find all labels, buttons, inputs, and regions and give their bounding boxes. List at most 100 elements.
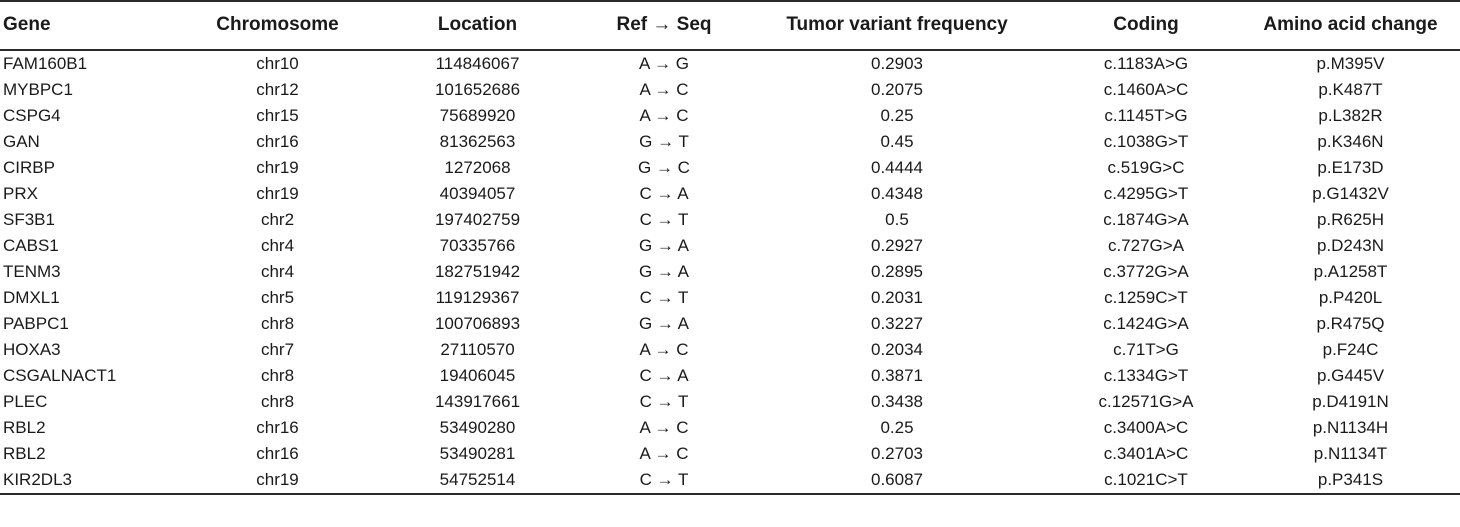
cell-amino-acid-change: p.D4191N xyxy=(1312,392,1389,411)
cell-tumor-variant-frequency: 0.4348 xyxy=(871,184,923,203)
cell-gene: FAM160B1 xyxy=(3,54,88,73)
header-tumor-variant-frequency: Tumor variant frequency xyxy=(743,0,1051,51)
cell-chromosome: chr2 xyxy=(260,210,295,229)
cell-location: 53490281 xyxy=(439,444,516,463)
cell-coding: c.519G>C xyxy=(1107,158,1185,177)
cell-chromosome: chr19 xyxy=(256,158,299,177)
header-coding: Coding xyxy=(1051,0,1241,51)
table-row: GAN chr16 81362563 G → T 0.45 c.1038G>T p.K346… xyxy=(0,129,1460,155)
table-row: KIR2DL3 chr19 54752514 C → T 0.6087 c.1021C>T… xyxy=(0,467,1460,495)
cell-chromosome: chr12 xyxy=(256,80,299,99)
cell-ref-seq: A → C xyxy=(639,80,689,99)
cell-coding: c.71T>G xyxy=(1113,340,1179,359)
cell-gene: DMXL1 xyxy=(3,288,60,307)
cell-gene: TENM3 xyxy=(3,262,61,281)
table-row: MYBPC1 chr12 101652686 A → C 0.2075 c.1460A>C… xyxy=(0,77,1460,103)
cell-coding: c.727G>A xyxy=(1107,236,1185,255)
cell-gene: RBL2 xyxy=(3,418,46,437)
cell-gene: RBL2 xyxy=(3,444,46,463)
cell-coding: c.1145T>G xyxy=(1104,106,1188,125)
cell-gene: PRX xyxy=(3,184,38,203)
cell-location: 100706893 xyxy=(434,314,521,333)
cell-amino-acid-change: p.M395V xyxy=(1316,54,1385,73)
cell-tumor-variant-frequency: 0.6087 xyxy=(743,467,1051,495)
cell-tumor-variant-frequency: 0.3871 xyxy=(871,366,923,385)
header-gene: Gene xyxy=(0,0,185,51)
cell-amino-acid-change: p.G445V xyxy=(1316,366,1385,385)
cell-gene: CIRBP xyxy=(3,158,55,177)
header-ref-seq: Ref → Seq xyxy=(585,0,743,51)
cell-location: 182751942 xyxy=(434,262,521,281)
cell-coding: c.1038G>T xyxy=(1103,132,1189,151)
cell-tumor-variant-frequency: 0.2703 xyxy=(871,444,923,463)
cell-tumor-variant-frequency: 0.25 xyxy=(880,106,914,125)
cell-ref-seq: G → T xyxy=(639,132,689,151)
cell-chromosome: chr8 xyxy=(260,366,295,385)
cell-amino-acid-change: p.K346N xyxy=(1317,132,1384,151)
cell-location: 54752514 xyxy=(370,467,585,495)
cell-location: 27110570 xyxy=(440,340,515,359)
cell-ref-seq: A → G xyxy=(638,54,690,73)
table-body: FAM160B1 chr10 114846067 A → G 0.2903 c.1183A… xyxy=(0,50,1460,495)
cell-amino-acid-change: p.F24C xyxy=(1322,340,1379,359)
cell-coding: c.1334G>T xyxy=(1103,366,1189,385)
cell-chromosome: chr16 xyxy=(256,444,299,463)
cell-tumor-variant-frequency: 0.2075 xyxy=(871,80,923,99)
cell-ref-seq: G → C xyxy=(638,158,690,177)
cell-tumor-variant-frequency: 0.3227 xyxy=(871,314,923,333)
cell-coding: c.3401A>C xyxy=(1103,444,1189,463)
cell-gene: KIR2DL3 xyxy=(0,467,185,495)
cell-gene: CSGALNACT1 xyxy=(3,366,117,385)
cell-tumor-variant-frequency: 0.2034 xyxy=(871,340,923,359)
table-row: TENM3 chr4 182751942 G → A 0.2895 c.3772G>A p.… xyxy=(0,259,1460,285)
cell-coding: c.4295G>T xyxy=(1103,184,1189,203)
table-row: RBL2 chr16 53490280 A → C 0.25 c.3400A>C p.N11… xyxy=(0,415,1460,441)
cell-gene: CSPG4 xyxy=(3,106,61,125)
cell-amino-acid-change: p.P341S xyxy=(1241,467,1460,495)
cell-amino-acid-change: p.N1134T xyxy=(1313,444,1388,463)
cell-gene: CABS1 xyxy=(3,236,59,255)
cell-coding: c.1183A>G xyxy=(1103,54,1189,73)
header-amino-acid-change: Amino acid change xyxy=(1241,0,1460,51)
table-header: Gene Chromosome Location Ref → Seq Tumor… xyxy=(0,0,1460,51)
cell-amino-acid-change: p.A1258T xyxy=(1313,262,1388,281)
cell-chromosome: chr5 xyxy=(260,288,295,307)
cell-chromosome: chr4 xyxy=(260,236,295,255)
cell-gene: GAN xyxy=(3,132,40,151)
cell-tumor-variant-frequency: 0.45 xyxy=(880,132,914,151)
cell-coding: c.3772G>A xyxy=(1103,262,1189,281)
cell-location: 197402759 xyxy=(434,210,521,229)
cell-amino-acid-change: p.N1134H xyxy=(1312,418,1389,437)
table-row: PLEC chr8 143917661 C → T 0.3438 c.12571G>A p.… xyxy=(0,389,1460,415)
cell-location: 101652686 xyxy=(434,80,521,99)
cell-chromosome: chr4 xyxy=(260,262,295,281)
cell-location: 70335766 xyxy=(439,236,516,255)
cell-coding: c.3400A>C xyxy=(1103,418,1189,437)
table-row: CSPG4 chr15 75689920 A → C 0.25 c.1145T>G p.L3… xyxy=(0,103,1460,129)
cell-ref-seq: A → C xyxy=(639,106,689,125)
cell-chromosome: chr8 xyxy=(260,392,295,411)
table-row: PRX chr19 40394057 C → A 0.4348 c.4295G>T p.G1… xyxy=(0,181,1460,207)
table-row: SF3B1 chr2 197402759 C → T 0.5 c.1874G>A p.R62… xyxy=(0,207,1460,233)
table-row: RBL2 chr16 53490281 A → C 0.2703 c.3401A>C p.N… xyxy=(0,441,1460,467)
cell-location: 81362563 xyxy=(439,132,516,151)
cell-tumor-variant-frequency: 0.2927 xyxy=(871,236,923,255)
table-row: PABPC1 chr8 100706893 G → A 0.3227 c.1424G>A p… xyxy=(0,311,1460,337)
table-row: DMXL1 chr5 119129367 C → T 0.2031 c.1259C>T p.… xyxy=(0,285,1460,311)
cell-chromosome: chr10 xyxy=(256,54,299,73)
cell-chromosome: chr15 xyxy=(256,106,299,125)
cell-tumor-variant-frequency: 0.2895 xyxy=(871,262,923,281)
cell-gene: HOXA3 xyxy=(3,340,61,359)
cell-tumor-variant-frequency: 0.2031 xyxy=(871,288,923,307)
cell-chromosome: chr16 xyxy=(256,132,299,151)
cell-coding: c.12571G>A xyxy=(1098,392,1194,411)
cell-ref-seq: A → C xyxy=(639,418,689,437)
cell-ref-seq: A → C xyxy=(639,340,689,359)
cell-ref-seq: G → A xyxy=(638,262,690,281)
cell-location: 40394057 xyxy=(439,184,516,203)
header-row: Gene Chromosome Location Ref → Seq Tumor… xyxy=(0,0,1460,51)
cell-ref-seq: C → T xyxy=(585,467,743,495)
cell-coding: c.1259C>T xyxy=(1104,288,1188,307)
cell-chromosome: chr7 xyxy=(260,340,295,359)
